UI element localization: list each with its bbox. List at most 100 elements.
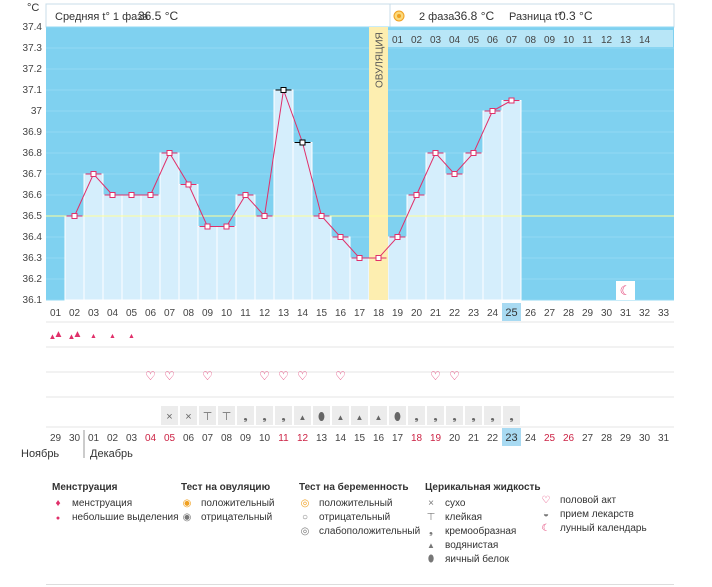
temp-bar — [273, 89, 294, 301]
ovulation-band — [369, 27, 388, 300]
cycle-day-label: 05 — [126, 308, 138, 319]
y-tick-label: 36.9 — [23, 127, 43, 138]
temp-point — [356, 255, 363, 261]
calendar-date-label: 17 — [392, 433, 404, 444]
temp-bar — [64, 215, 85, 301]
pregnancy-negative-icon: ○ — [301, 512, 309, 523]
watery-icon: ▲ — [375, 413, 383, 422]
heavy-flow-icon: ♦ — [55, 498, 61, 509]
cycle-day-label: 10 — [221, 308, 233, 319]
cycle-day-label: 01 — [50, 308, 62, 319]
temp-bar — [254, 215, 275, 301]
calendar-date-label: 08 — [221, 433, 233, 444]
phase1-label: Средняя t° 1 фаза — [55, 11, 149, 23]
fluid-cell — [275, 406, 292, 425]
temp-bar — [102, 194, 123, 301]
fluid-cell — [484, 406, 501, 425]
legend-fluid-creamy: кремообразная — [445, 526, 517, 537]
cycle-day-label: 24 — [487, 308, 499, 319]
creamy-icon: ❟ — [490, 411, 494, 423]
luteal-day-label: 05 — [468, 35, 480, 46]
cycle-day-label: 23 — [468, 308, 480, 319]
temp-bar — [216, 226, 237, 301]
diff-value: 0.3 °C — [559, 9, 593, 23]
y-tick-label: 36.1 — [23, 295, 43, 306]
temp-point — [508, 97, 515, 104]
ovulation-label: ОВУЛЯЦИЯ — [375, 32, 386, 88]
cycle-day-label: 31 — [620, 308, 632, 319]
heavy-flow-icon: ▲ — [49, 332, 57, 341]
pregnancy-positive-icon: ◎ — [300, 498, 310, 509]
calendar-date-label: 10 — [259, 433, 271, 444]
month-november: Ноябрь — [21, 448, 60, 460]
luteal-day-label: 10 — [563, 35, 575, 46]
eggwhite-icon: ⬮ — [394, 411, 401, 423]
temp-bar — [140, 194, 161, 301]
calendar-date-label: 05 — [164, 433, 176, 444]
legend-menstruation-title: Менструация — [52, 482, 118, 493]
calendar-date-label: 20 — [449, 433, 461, 444]
calendar-date-label: 02 — [107, 433, 119, 444]
calendar-date-label: 09 — [240, 433, 252, 444]
cycle-day-label: 03 — [88, 308, 100, 319]
cycle-day-label: 16 — [335, 308, 347, 319]
heart-icon: ♡ — [259, 369, 270, 383]
y-tick-label: 36.5 — [23, 211, 43, 222]
y-axis-unit: °C — [27, 2, 39, 14]
luteal-day-label: 07 — [506, 35, 518, 46]
temp-point — [299, 139, 306, 146]
cycle-day-label: 15 — [316, 308, 328, 319]
cycle-day-label: 30 — [601, 308, 613, 319]
calendar-date-label: 29 — [50, 433, 62, 444]
watery-icon: ▲ — [299, 413, 307, 422]
calendar-date-label: 25 — [544, 433, 556, 444]
y-tick-label: 36.7 — [23, 169, 43, 180]
phase1-value: 36.5 °C — [138, 9, 178, 23]
today-cycle-day: 25 — [505, 307, 517, 319]
ovulation-test-icon — [393, 10, 405, 22]
today-date-highlight — [502, 428, 521, 446]
calendar-date-label: 13 — [316, 433, 328, 444]
cycle-day-label: 17 — [354, 308, 366, 319]
legend-moon: лунный календарь — [560, 523, 647, 534]
watery-icon: ▲ — [427, 541, 435, 550]
fluid-cell — [161, 406, 178, 425]
legend-pregnancy-test: Тест на беременность ◎ положительный ○ отр… — [299, 482, 420, 539]
calendar-date-label: 22 — [487, 433, 499, 444]
calendar-date-label: 29 — [620, 433, 632, 444]
heart-icon: ♡ — [430, 369, 441, 383]
calendar-date-axis: 29 30 01 02 03 04 05 06 07 08 09 10 11 12 13 14 15 16 17 18… — [50, 428, 669, 458]
temp-point — [261, 213, 268, 219]
temp-bar — [159, 152, 180, 301]
temp-point — [204, 223, 211, 230]
fluid-cell — [199, 406, 216, 425]
heart-icon: ♡ — [449, 369, 460, 383]
sticky-icon: ⊤ — [222, 411, 232, 423]
spotting-icon: ● — [55, 515, 61, 522]
spotting-icon: ▲ — [128, 333, 135, 340]
luteal-day-label: 12 — [601, 35, 613, 46]
legend-pregnancy-weak: слабоположительный — [319, 526, 421, 537]
moon-icon: ☾ — [620, 283, 632, 298]
creamy-icon: ❟ — [452, 411, 456, 423]
cycle-day-label: 11 — [240, 308, 251, 319]
temp-point — [166, 150, 173, 156]
calendar-date-label: 28 — [601, 433, 613, 444]
sticky-icon: ⊤ — [426, 512, 436, 523]
temp-point — [280, 87, 287, 93]
luteal-day-label: 08 — [525, 35, 537, 46]
y-tick-label: 36.3 — [23, 253, 43, 264]
temp-point — [90, 171, 97, 177]
cycle-day-label: 22 — [449, 308, 461, 319]
temp-bar — [482, 110, 503, 301]
legend-pregnancy-positive: положительный — [319, 498, 393, 509]
cycle-day-label: 19 — [392, 308, 404, 319]
fluid-cell — [218, 406, 235, 425]
heavy-flow-icon: ▲ — [68, 332, 76, 341]
cycle-day-label: 26 — [525, 308, 537, 319]
sticky-icon: ⊤ — [203, 411, 213, 423]
temp-point — [470, 150, 477, 156]
y-tick-label: 36.4 — [23, 232, 43, 243]
egg-white-icon: ⬮ — [427, 554, 435, 565]
luteal-day-label: 09 — [544, 35, 556, 46]
